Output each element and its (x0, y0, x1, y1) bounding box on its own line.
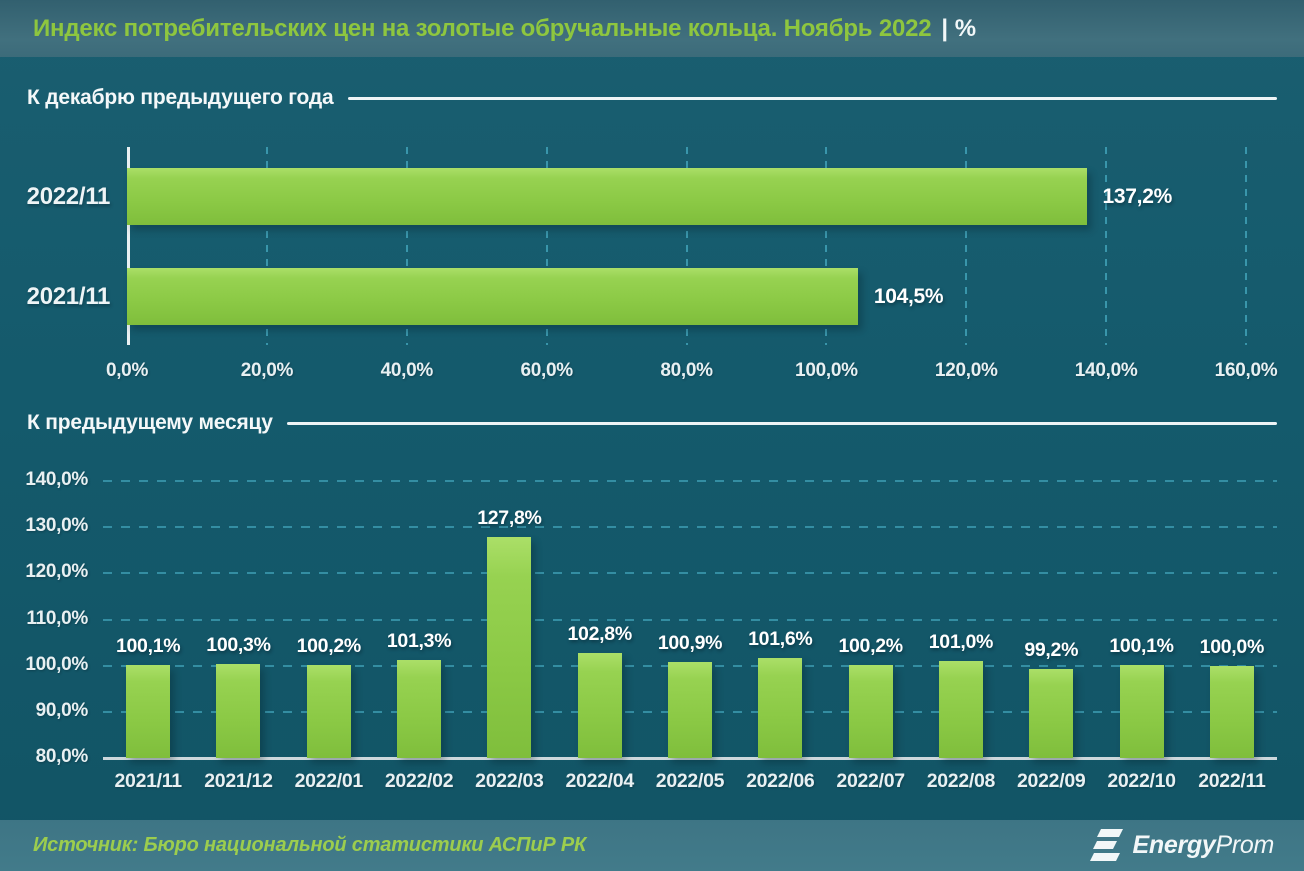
x-tick-label: 100,0% (795, 360, 858, 381)
section-title-yearly: К декабрю предыдущего года (27, 86, 1277, 110)
value-label: 100,0% (1199, 635, 1265, 658)
bar-2022-02 (397, 659, 442, 758)
y-tick-label: 110,0% (26, 607, 88, 629)
gridline-vertical (1105, 147, 1108, 345)
x-tick-label: 60,0% (520, 360, 573, 381)
logo-prom: Prom (1215, 831, 1274, 859)
bar-2022-10 (1119, 665, 1164, 758)
bar-2022-06 (758, 658, 803, 758)
gridline-vertical (405, 147, 408, 345)
value-label: 100,2% (838, 634, 903, 657)
x-tick-label: 2022/03 (475, 770, 544, 792)
value-label: 100,1% (1109, 635, 1174, 658)
bar-2022-11 (127, 168, 1087, 225)
x-tick-label: 2022/02 (384, 770, 454, 792)
category-label: 2022/11 (26, 183, 111, 210)
x-tick-label: 2022/05 (655, 770, 725, 792)
gridline-vertical (825, 147, 828, 345)
value-label: 101,6% (748, 628, 813, 651)
x-tick-label: 2022/08 (926, 770, 996, 792)
x-tick-label: 2021/12 (204, 770, 273, 792)
value-label: 102,8% (567, 622, 633, 645)
gridline-horizontal (103, 572, 1277, 575)
gridline-horizontal (103, 618, 1277, 621)
bar-2021-12 (216, 664, 261, 758)
value-label: 127,8% (477, 507, 542, 530)
section-title-rule (347, 96, 1277, 100)
energyprom-logo-icon (1089, 828, 1123, 861)
x-tick-label: 160,0% (1214, 360, 1278, 381)
gridline-vertical (545, 147, 548, 345)
y-tick-label: 140,0% (25, 469, 88, 490)
x-tick-label: 140,0% (1074, 360, 1138, 381)
page-title: Индекс потребительских цен на золотые об… (33, 14, 932, 42)
header-band: Индекс потребительских цен на золотые об… (0, 0, 1304, 57)
value-label: 101,0% (928, 631, 994, 654)
x-tick-label: 80,0% (660, 360, 713, 381)
section-title-yearly-text: К декабрю предыдущего года (27, 86, 334, 109)
gridline-vertical (965, 147, 968, 345)
bar-2022-04 (577, 652, 622, 758)
bar-2022-05 (668, 661, 712, 758)
x-tick-label: 2022/09 (1017, 770, 1086, 792)
x-tick-label: 2022/06 (746, 770, 815, 792)
x-axis-line (103, 757, 1277, 760)
x-tick-label: 120,0% (934, 360, 998, 381)
y-tick-label: 130,0% (25, 515, 88, 537)
y-tick-label: 90,0% (35, 699, 89, 721)
x-tick-label: 2022/04 (565, 770, 634, 792)
value-label: 100,1% (115, 635, 181, 658)
y-tick-label: 80,0% (35, 746, 89, 767)
y-axis-line (127, 147, 130, 345)
section-title-monthly: К предыдущему месяцу (27, 411, 1277, 435)
bar-2022-03 (487, 537, 532, 758)
bar-2021-11 (126, 665, 171, 758)
y-tick-label: 100,0% (25, 653, 88, 675)
energyprom-logo: EnergyProm (1086, 828, 1275, 864)
x-tick-label: 40,0% (380, 360, 434, 381)
bar-2022-07 (848, 664, 893, 758)
gridline-vertical (685, 147, 688, 345)
value-label: 100,2% (296, 634, 362, 657)
y-tick-label: 120,0% (25, 561, 88, 583)
x-tick-label: 2021/11 (114, 770, 182, 792)
page-title-unit: | % (941, 14, 977, 42)
x-tick-label: 2022/01 (294, 770, 364, 792)
bar-2022-09 (1029, 669, 1074, 758)
x-tick-label: 0,0% (105, 360, 149, 381)
bar-2021-11 (127, 268, 858, 325)
footer-band: Источник: Бюро национальной статистики А… (0, 820, 1304, 871)
x-tick-label: 20,0% (240, 360, 294, 381)
bar-2022-08 (938, 661, 983, 758)
source-caption: Источник: Бюро национальной статистики А… (33, 834, 587, 856)
value-label: 104,5% (873, 285, 944, 308)
x-tick-label: 2022/11 (1198, 770, 1266, 792)
x-tick-label: 2022/10 (1107, 770, 1176, 792)
section-title-monthly-text: К предыдущему месяцу (27, 411, 273, 434)
logo-energy: Energy (1132, 831, 1216, 859)
gridline-vertical (1245, 147, 1247, 345)
value-label: 100,9% (657, 631, 723, 654)
value-label: 137,2% (1102, 185, 1173, 208)
value-label: 99,2% (1024, 639, 1079, 662)
bar-2022-11 (1209, 665, 1254, 758)
value-label: 101,3% (386, 629, 452, 652)
gridline-vertical (265, 147, 268, 345)
gridline-horizontal (103, 526, 1277, 529)
section-title-rule (286, 421, 1277, 425)
value-label: 100,3% (206, 634, 271, 657)
gridline-horizontal (103, 480, 1277, 482)
category-label: 2021/11 (26, 283, 111, 310)
x-tick-label: 2022/07 (836, 770, 905, 792)
bar-2022-01 (306, 664, 351, 758)
energyprom-logo-text: EnergyProm (1133, 831, 1275, 860)
